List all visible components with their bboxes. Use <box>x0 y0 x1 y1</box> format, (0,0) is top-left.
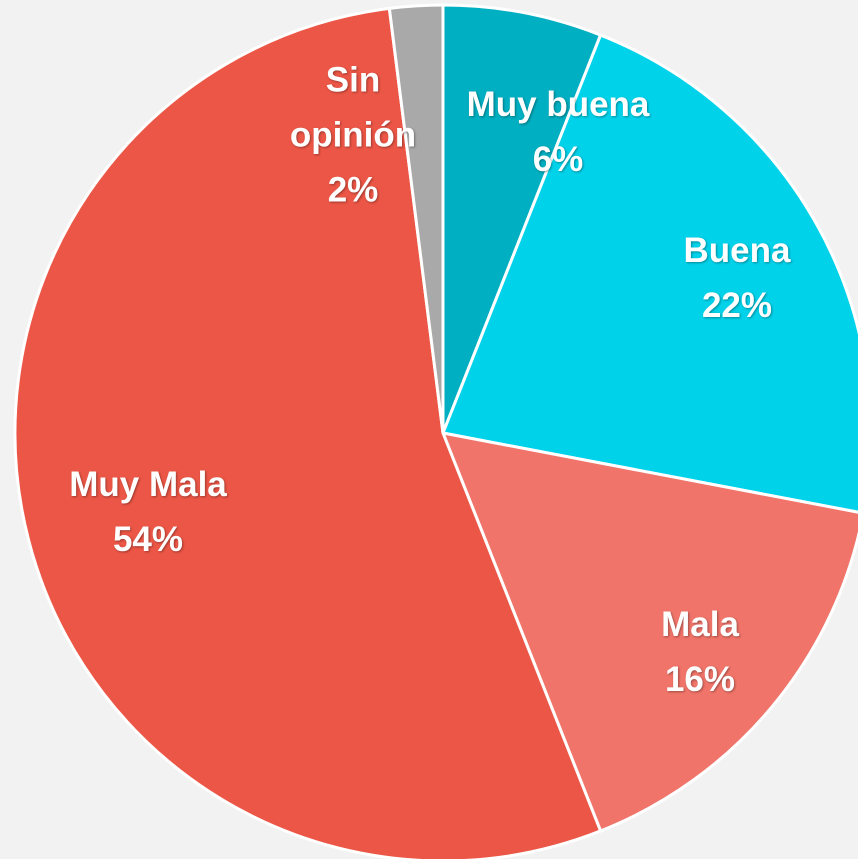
slice-label: Mala 16% <box>620 597 780 707</box>
pie-slice <box>387 3 445 435</box>
slice-label: Muy Mala 54% <box>18 457 278 567</box>
pie-slice <box>441 33 858 514</box>
category-label: Muy buena <box>466 85 650 124</box>
slice-label: Buena 22% <box>637 223 837 333</box>
pie-slice <box>441 431 858 833</box>
pie-slice <box>441 3 603 435</box>
value-label: 16% <box>664 660 736 699</box>
category-label: Sin opinión <box>289 60 417 155</box>
category-label: Muy Mala <box>69 465 227 504</box>
value-label: 6% <box>532 140 584 179</box>
value-label: 2% <box>327 170 379 210</box>
slice-label: Sin opinión 2% <box>278 53 428 218</box>
value-label: 54% <box>112 520 184 559</box>
slice-label: Muy buena 6% <box>428 77 688 187</box>
category-label: Buena <box>683 231 791 270</box>
category-label: Mala <box>661 605 739 644</box>
pie-slice <box>13 6 603 859</box>
value-label: 22% <box>701 286 773 325</box>
